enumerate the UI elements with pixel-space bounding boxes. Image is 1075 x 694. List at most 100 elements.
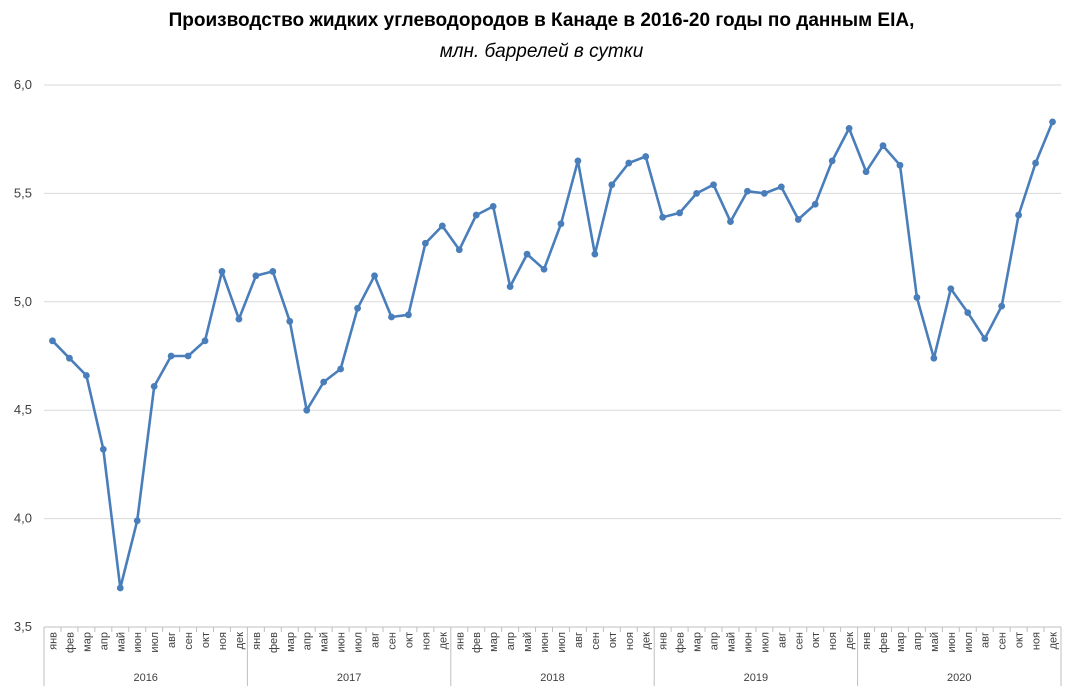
data-point	[540, 265, 548, 273]
data-point	[557, 220, 565, 228]
data-point	[794, 216, 802, 223]
x-month-label: сен	[183, 632, 195, 650]
x-month-label: май	[319, 632, 331, 652]
data-point	[608, 181, 616, 189]
chart-title: Производство жидких углеводородов в Кана…	[168, 10, 915, 31]
x-year-label: 2018	[540, 672, 564, 684]
x-month-label: ноя	[1031, 632, 1043, 650]
data-point	[1049, 118, 1056, 126]
series-line-group	[51, 120, 1054, 590]
x-month-label: окт	[810, 632, 822, 648]
data-point	[405, 311, 412, 319]
x-month-label: май	[929, 632, 941, 652]
x-month-label: июн	[336, 632, 348, 652]
data-point	[625, 159, 633, 167]
x-month-label: сен	[386, 632, 398, 650]
data-point	[269, 268, 277, 275]
y-tick-label: 6,0	[14, 77, 32, 92]
data-point	[235, 315, 243, 323]
data-point	[489, 203, 497, 210]
x-month-label: фев	[675, 632, 687, 653]
data-point	[1032, 159, 1039, 167]
data-point	[659, 213, 667, 221]
data-point	[133, 517, 141, 525]
x-month-label: ноя	[217, 632, 229, 650]
x-month-label: июл	[353, 632, 365, 653]
data-point	[354, 304, 361, 312]
x-month-label: янв	[454, 632, 466, 650]
x-month-label: окт	[1014, 632, 1026, 648]
x-month-label: фев	[471, 632, 483, 653]
data-point	[1015, 211, 1023, 219]
x-month-label: сен	[997, 632, 1009, 650]
data-points	[49, 118, 1056, 592]
data-point	[710, 181, 717, 189]
data-point	[472, 211, 480, 219]
y-tick-label: 4,0	[14, 511, 32, 526]
x-year-label: 2016	[133, 672, 157, 684]
x-month-label: авг	[573, 632, 585, 648]
data-point	[879, 142, 887, 150]
data-point	[201, 337, 209, 345]
x-month-label: дек	[844, 632, 856, 650]
data-point	[371, 272, 378, 280]
y-axis-ticks: 3,5 4,0 4,5 5,0 5,5 6,0	[14, 77, 32, 634]
data-point	[421, 239, 429, 247]
x-month-label: мар	[285, 632, 297, 652]
data-point	[981, 335, 989, 343]
x-month-label: мар	[488, 632, 500, 652]
x-month-label: апр	[98, 632, 110, 650]
data-point	[760, 190, 768, 197]
data-point	[167, 352, 175, 360]
x-month-label: май	[725, 632, 737, 652]
x-month-label: мар	[895, 632, 907, 652]
x-month-label: дек	[234, 632, 246, 650]
x-year-label: 2019	[744, 672, 768, 684]
x-month-label: июн	[946, 632, 958, 652]
x-month-label: янв	[861, 632, 873, 650]
x-month-label: июл	[759, 632, 771, 653]
data-point	[66, 354, 73, 362]
x-month-label: апр	[302, 632, 314, 650]
x-month-label: май	[522, 632, 534, 652]
x-month-label: янв	[658, 632, 670, 650]
x-month-label: фев	[878, 632, 890, 653]
data-point	[49, 337, 56, 345]
y-tick-label: 3,5	[14, 619, 32, 634]
data-point	[896, 161, 904, 169]
x-month-label: ноя	[624, 632, 636, 650]
series-line	[51, 120, 1054, 590]
x-month-label: сен	[590, 632, 602, 650]
x-month-label: янв	[251, 632, 263, 650]
data-point	[252, 272, 260, 280]
data-point	[286, 317, 294, 325]
x-month-label: дек	[437, 632, 449, 650]
x-month-label: окт	[200, 632, 212, 648]
data-point	[116, 584, 124, 592]
x-month-label: сен	[793, 632, 805, 650]
data-point	[913, 294, 921, 301]
data-point	[811, 200, 819, 208]
data-point	[99, 445, 107, 453]
y-tick-label: 5,0	[14, 294, 32, 309]
y-tick-label: 4,5	[14, 402, 32, 417]
x-month-label: фев	[64, 632, 76, 653]
x-month-label: июн	[539, 632, 551, 652]
x-month-label: окт	[403, 632, 415, 648]
data-point	[218, 268, 226, 275]
data-point	[438, 222, 446, 230]
x-month-label: апр	[709, 632, 721, 650]
x-month-label: окт	[607, 632, 619, 648]
data-point	[845, 124, 853, 132]
x-month-label: июл	[963, 632, 975, 653]
x-month-label: авг	[776, 632, 788, 648]
data-point	[998, 302, 1006, 310]
data-point	[777, 183, 785, 191]
data-point	[676, 209, 684, 217]
x-month-label: мар	[692, 632, 704, 652]
x-year-label: 2020	[947, 672, 971, 684]
x-month-label: янв	[47, 632, 59, 650]
data-point	[184, 352, 192, 360]
data-point	[693, 190, 700, 197]
